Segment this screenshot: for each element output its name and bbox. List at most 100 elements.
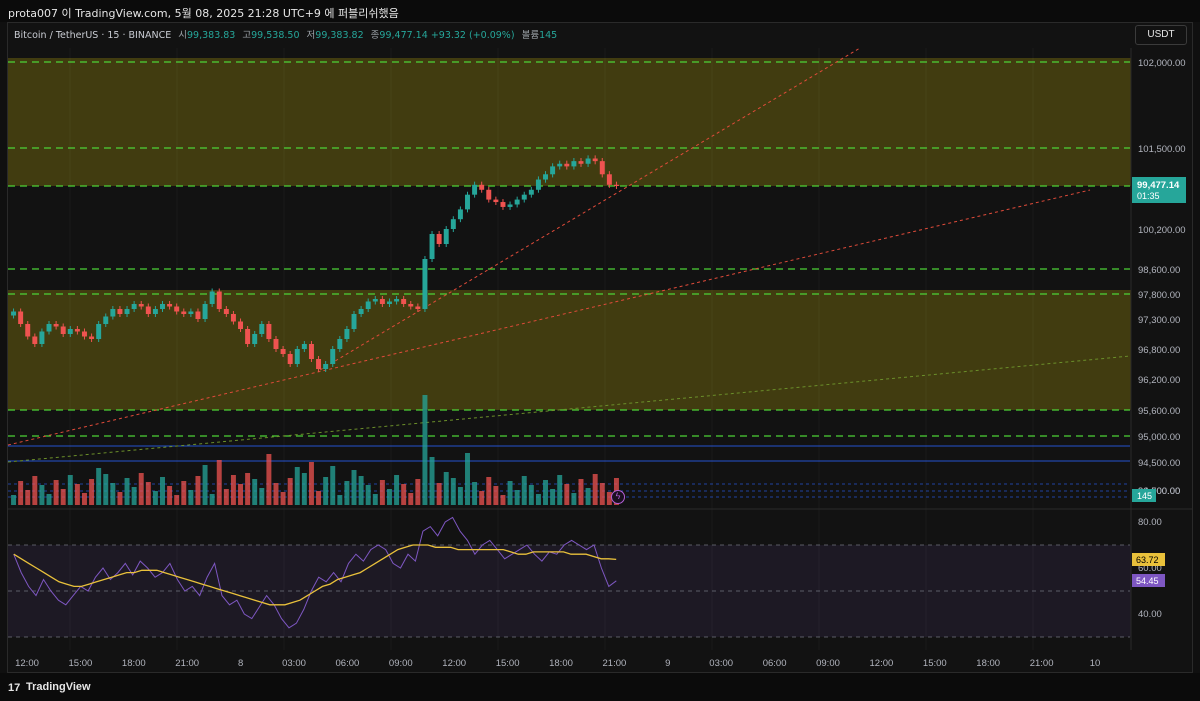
- volume-bar: [124, 478, 130, 505]
- time-tick-label: 15:00: [923, 658, 947, 669]
- volume-bar: [11, 495, 17, 505]
- open-value: 99,383.83: [187, 30, 236, 41]
- candle: [578, 161, 584, 164]
- candle: [514, 199, 520, 205]
- candle: [124, 309, 130, 314]
- time-tick-label: 06:00: [336, 658, 360, 669]
- volume-bar: [67, 475, 73, 505]
- candle: [457, 209, 463, 220]
- volume-bar: [415, 479, 421, 505]
- volume-bar: [330, 466, 336, 505]
- candle: [323, 364, 329, 369]
- candle: [174, 306, 180, 312]
- volume-bar: [202, 465, 208, 505]
- rsi-tag: [1132, 574, 1165, 587]
- volume-bar: [195, 476, 201, 505]
- volume-bar: [528, 485, 534, 505]
- candle: [152, 309, 158, 314]
- volume-bar: [365, 485, 371, 505]
- volume-bar: [606, 492, 612, 505]
- candle: [131, 304, 137, 309]
- symbol-name[interactable]: Bitcoin / TetherUS · 15 · BINANCE: [14, 30, 172, 41]
- price-tick-label: 102,000.00: [1138, 58, 1186, 69]
- candle: [195, 311, 201, 319]
- volume-bar: [379, 480, 385, 505]
- low-label: 저: [306, 30, 316, 41]
- change-value: +93.32 (+0.09%): [430, 30, 515, 41]
- time-tick-label: 12:00: [15, 658, 39, 669]
- candle: [81, 331, 87, 337]
- tradingview-logo-icon: 17: [8, 682, 21, 694]
- volume-bar: [273, 483, 279, 505]
- countdown-label: 01:35: [1137, 191, 1160, 201]
- volume-bar: [386, 489, 392, 505]
- volume-bar: [103, 474, 109, 505]
- volume-bar: [89, 479, 95, 505]
- footer: 17 TradingView: [0, 673, 1200, 701]
- price-tick-label: 96,200.00: [1138, 375, 1180, 386]
- volume-bar: [436, 483, 442, 505]
- candle: [103, 316, 109, 324]
- author-line: prota007 이 TradingView.com, 5월 08, 2025 …: [8, 7, 399, 20]
- lightning-icon[interactable]: ϟ: [611, 490, 625, 504]
- candle: [585, 158, 591, 164]
- volume-bar: [294, 467, 300, 505]
- candle: [465, 194, 470, 210]
- volume-bar: [599, 483, 605, 505]
- candle: [500, 202, 506, 207]
- volume-bar: [514, 490, 520, 505]
- volume-bar: [280, 492, 286, 505]
- high-value: 99,538.50: [251, 30, 300, 41]
- candle: [344, 329, 350, 339]
- candle: [379, 299, 385, 304]
- candle: [223, 309, 229, 314]
- time-tick-label: 12:00: [870, 658, 894, 669]
- volume-bar: [535, 494, 541, 505]
- last-price-label: 99,477.14: [1137, 180, 1180, 191]
- volume-bar: [351, 470, 357, 505]
- candle: [32, 336, 38, 344]
- candle: [415, 306, 421, 309]
- volume-bar: [585, 488, 591, 505]
- candle: [486, 189, 492, 200]
- volume-bar: [32, 476, 38, 505]
- currency-button[interactable]: USDT: [1135, 25, 1187, 45]
- price-tick-label: 97,800.00: [1138, 290, 1180, 301]
- volume-bar: [138, 473, 144, 505]
- high-label: 고: [242, 30, 252, 41]
- candle: [294, 349, 300, 364]
- candle: [606, 174, 612, 185]
- candle: [408, 304, 414, 307]
- volume-bar: [81, 493, 87, 505]
- volume-bar: [500, 495, 506, 505]
- candle: [145, 306, 151, 314]
- price-tick-label: 94,500.00: [1138, 458, 1180, 469]
- volume-bar: [337, 495, 343, 505]
- candle: [245, 329, 251, 344]
- candle: [436, 234, 442, 244]
- candle: [301, 344, 307, 349]
- candle: [266, 324, 272, 339]
- volume-bar: [209, 494, 215, 505]
- low-value: 99,383.82: [315, 30, 364, 41]
- volume-bar: [39, 485, 45, 505]
- candle: [429, 234, 435, 259]
- price-tick-label: 100,200.00: [1138, 225, 1186, 236]
- time-tick-label: 21:00: [1030, 658, 1054, 669]
- candle: [308, 344, 314, 359]
- volume-bar: [592, 474, 598, 505]
- candle: [216, 291, 222, 309]
- volume-bar: [301, 473, 307, 505]
- candle: [46, 324, 52, 332]
- volume-bar: [571, 493, 577, 505]
- time-tick-label: 09:00: [816, 658, 840, 669]
- volume-bar: [216, 460, 222, 505]
- candle: [252, 334, 258, 344]
- open-label: 시: [178, 30, 187, 41]
- time-tick-label: 9: [665, 658, 670, 669]
- candle: [280, 349, 286, 354]
- price-tick-label: 98,600.00: [1138, 265, 1180, 276]
- time-tick-label: 15:00: [496, 658, 520, 669]
- rsi-tick-label: 60.00: [1138, 563, 1162, 574]
